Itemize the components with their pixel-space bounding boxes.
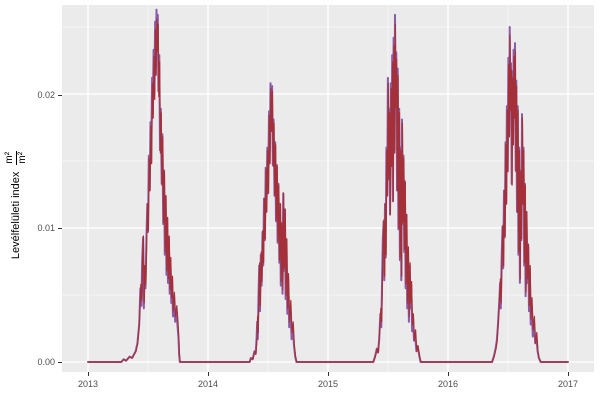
y-tick-mark-0.02 xyxy=(58,95,62,96)
x-tick-mark-2015 xyxy=(328,372,329,376)
plot-canvas xyxy=(62,5,594,372)
plot-panel xyxy=(62,5,594,372)
y-tick-mark-0.01 xyxy=(58,228,62,229)
x-tick-mark-2014 xyxy=(208,372,209,376)
x-tick-label-2015: 2015 xyxy=(317,379,339,389)
lai-series-red xyxy=(87,18,569,363)
x-tick-mark-2013 xyxy=(88,372,89,376)
y-tick-label-0.01: 0.01 xyxy=(37,223,55,233)
x-tick-mark-2017 xyxy=(568,372,569,376)
y-axis-unit-numerator: m² xyxy=(4,150,17,165)
y-axis-unit-fraction: m² m² xyxy=(4,150,28,165)
x-tick-label-2014: 2014 xyxy=(197,379,219,389)
x-tick-label-2016: 2016 xyxy=(437,379,459,389)
y-axis-title-text: Levélfelületi index xyxy=(10,171,22,260)
y-tick-mark-0.00 xyxy=(58,362,62,363)
x-tick-mark-2016 xyxy=(448,372,449,376)
y-tick-label-0.00: 0.00 xyxy=(37,357,55,367)
y-tick-label-0.02: 0.02 xyxy=(37,90,55,100)
x-tick-label-2017: 2017 xyxy=(557,379,579,389)
y-axis-unit-denominator: m² xyxy=(16,151,28,164)
x-tick-label-2013: 2013 xyxy=(77,379,99,389)
